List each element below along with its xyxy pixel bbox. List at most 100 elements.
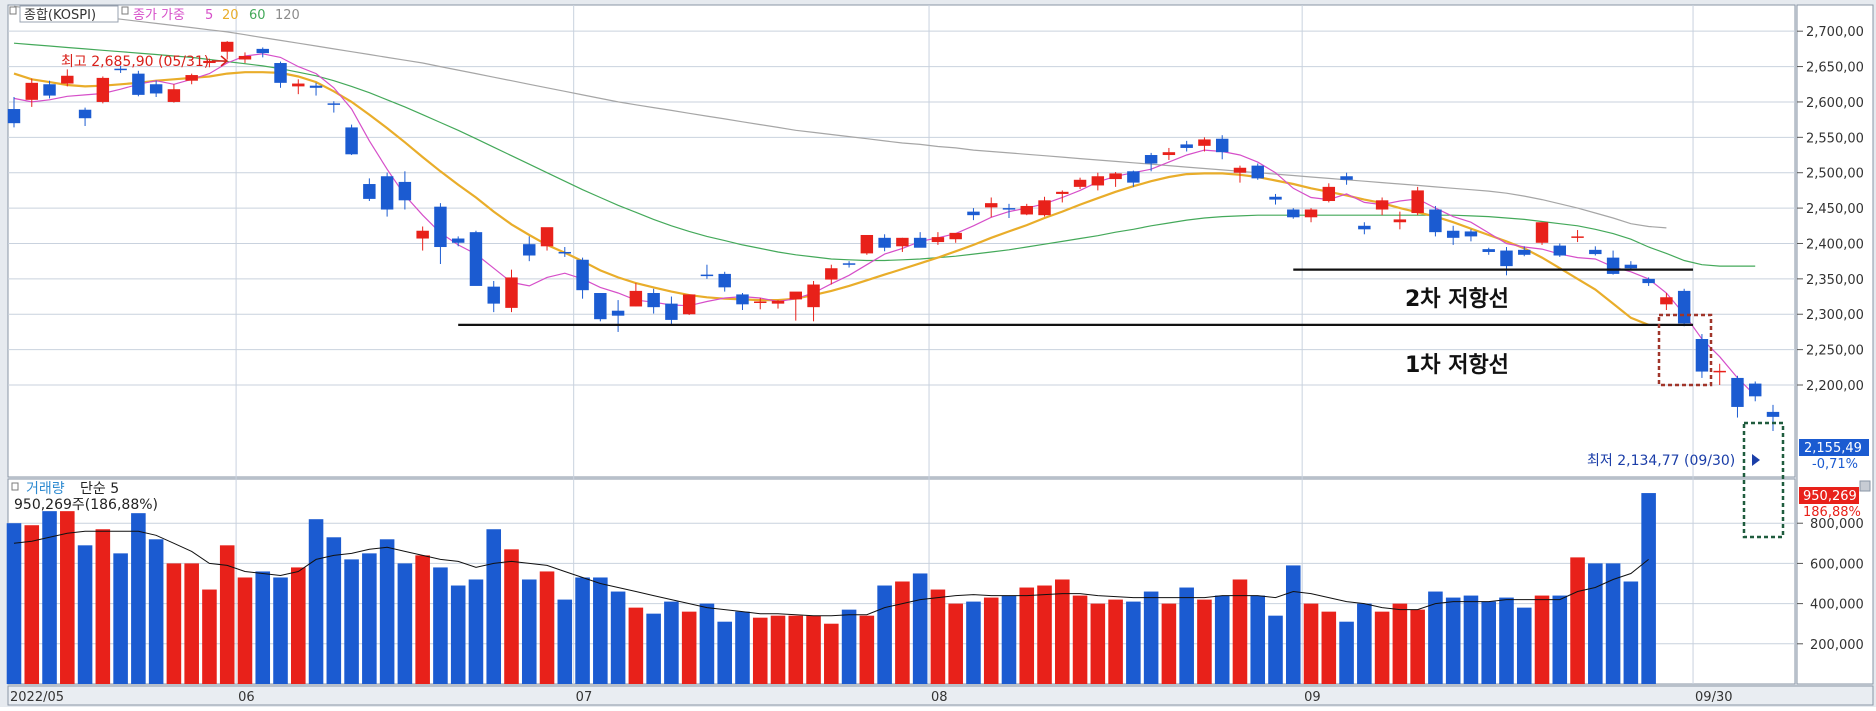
candle-body <box>1198 139 1211 146</box>
ma120-legend: 120 <box>275 8 300 23</box>
candle-body <box>220 41 234 52</box>
volume-bar <box>752 617 768 684</box>
candle-body <box>167 89 181 102</box>
high-annotation: 최고 2,685,90 (05/31) <box>61 54 209 70</box>
volume-bar <box>1001 595 1017 684</box>
volume-bar <box>1570 557 1585 684</box>
candle-body <box>949 232 962 240</box>
price-badge <box>1799 439 1869 456</box>
candle-body <box>1624 264 1638 269</box>
volume-bar <box>1463 595 1479 684</box>
candle-body <box>1038 200 1051 216</box>
volume-bar <box>1552 595 1568 684</box>
volume-bar <box>1090 603 1106 684</box>
volume-value-label: 950,269주(186,88%) <box>14 497 158 513</box>
volume-bar <box>24 525 40 684</box>
price-candles <box>7 41 1780 432</box>
ma-legend-icon <box>121 6 129 15</box>
resistance-1-label: 1차 저항선 <box>1405 353 1509 378</box>
candle-body <box>238 55 252 60</box>
volume-bar <box>1072 595 1088 684</box>
volume-bar <box>1410 609 1425 684</box>
volume-bar <box>1374 611 1390 684</box>
volume-bar <box>1588 563 1603 684</box>
candle-body <box>487 286 500 304</box>
price-tick-label: 2,250,00 <box>1806 344 1864 359</box>
candle-body <box>380 176 394 210</box>
candle-body <box>149 84 163 94</box>
volume-bar <box>1250 595 1266 684</box>
volume-bar <box>1428 591 1443 684</box>
candle-body <box>1162 152 1176 156</box>
volume-bar <box>1357 603 1372 684</box>
volume-bar <box>1197 599 1212 684</box>
candle-body <box>754 301 767 304</box>
candle-body <box>1749 383 1762 397</box>
candle-body <box>1411 190 1424 214</box>
volume-bar <box>433 567 448 684</box>
candle-body <box>611 310 625 316</box>
candle-body <box>363 184 376 199</box>
date-tick-label: 07 <box>576 690 593 705</box>
volume-bar <box>219 545 235 684</box>
volume-bar <box>1285 565 1301 684</box>
volume-bar <box>1037 585 1052 684</box>
low-arrow-icon <box>1752 454 1760 466</box>
volume-bar <box>42 511 57 684</box>
candle-body <box>1091 176 1105 186</box>
volume-bar <box>95 529 111 684</box>
price-axis-labels: 2,700,00 2,650,00 2,600,00 2,550,00 2,500,00… <box>1797 25 1864 394</box>
volume-bar <box>1339 621 1354 684</box>
volume-bar <box>912 573 928 684</box>
volume-bar <box>521 579 537 684</box>
volume-bar <box>1214 595 1230 684</box>
candle-body <box>1304 209 1318 218</box>
index-selector[interactable] <box>19 5 119 23</box>
candle-body <box>1766 411 1780 417</box>
volume-bar <box>1143 591 1159 684</box>
candle-body <box>931 237 945 243</box>
legend-checkbox-icon[interactable] <box>9 6 17 15</box>
candle-body <box>1677 290 1691 324</box>
volume-bar <box>841 609 857 684</box>
volume-bar <box>735 611 750 684</box>
candle-body <box>1269 196 1282 200</box>
ma5-legend: 5 <box>205 8 213 23</box>
panel-collapse-icon[interactable] <box>1859 480 1871 492</box>
candle-body <box>203 60 216 64</box>
volume-bar <box>1055 579 1070 684</box>
volume-bar <box>6 523 22 684</box>
volume-bar <box>468 579 484 684</box>
volume-bar <box>113 553 128 684</box>
volume-bar <box>184 563 199 684</box>
index-name[interactable]: 종합(KOSPI) <box>24 8 96 23</box>
price-change-value: -0,71% <box>1812 457 1858 472</box>
volume-badge <box>1799 487 1859 504</box>
price-tick-label: 2,350,00 <box>1806 273 1864 288</box>
candle-body <box>1553 245 1567 256</box>
volume-bar <box>397 563 413 684</box>
candle-body <box>1518 249 1531 255</box>
candle-body <box>451 238 465 243</box>
date-tick-label: 06 <box>238 690 255 705</box>
candle-body <box>967 211 980 216</box>
price-axis-panel <box>1796 4 1874 685</box>
candle-body <box>1144 155 1158 164</box>
volume-bar <box>362 553 377 684</box>
resistance-lines <box>458 268 1694 326</box>
candle-body <box>78 109 92 119</box>
candle-body <box>1660 297 1673 305</box>
price-legend: 종합(KOSPI) 종가 가중 5 20 60 120 <box>9 5 300 23</box>
volume-bars <box>6 493 1656 684</box>
candle-body <box>1215 138 1229 153</box>
ma20-legend: 20 <box>222 8 239 23</box>
volume-bar <box>166 563 182 684</box>
candle-body <box>327 103 341 105</box>
volume-bar <box>273 577 288 684</box>
volume-bar <box>1445 597 1461 684</box>
price-badge-value: 2,155,49 <box>1804 441 1862 456</box>
candle-body <box>25 82 38 100</box>
volume-bar <box>557 599 573 684</box>
